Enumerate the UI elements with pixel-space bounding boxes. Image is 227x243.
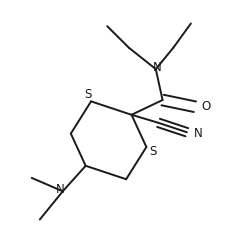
Text: S: S: [149, 145, 156, 157]
Text: N: N: [152, 61, 161, 74]
Text: S: S: [84, 88, 92, 101]
Text: O: O: [201, 100, 210, 113]
Text: N: N: [193, 127, 201, 140]
Text: N: N: [55, 183, 64, 196]
